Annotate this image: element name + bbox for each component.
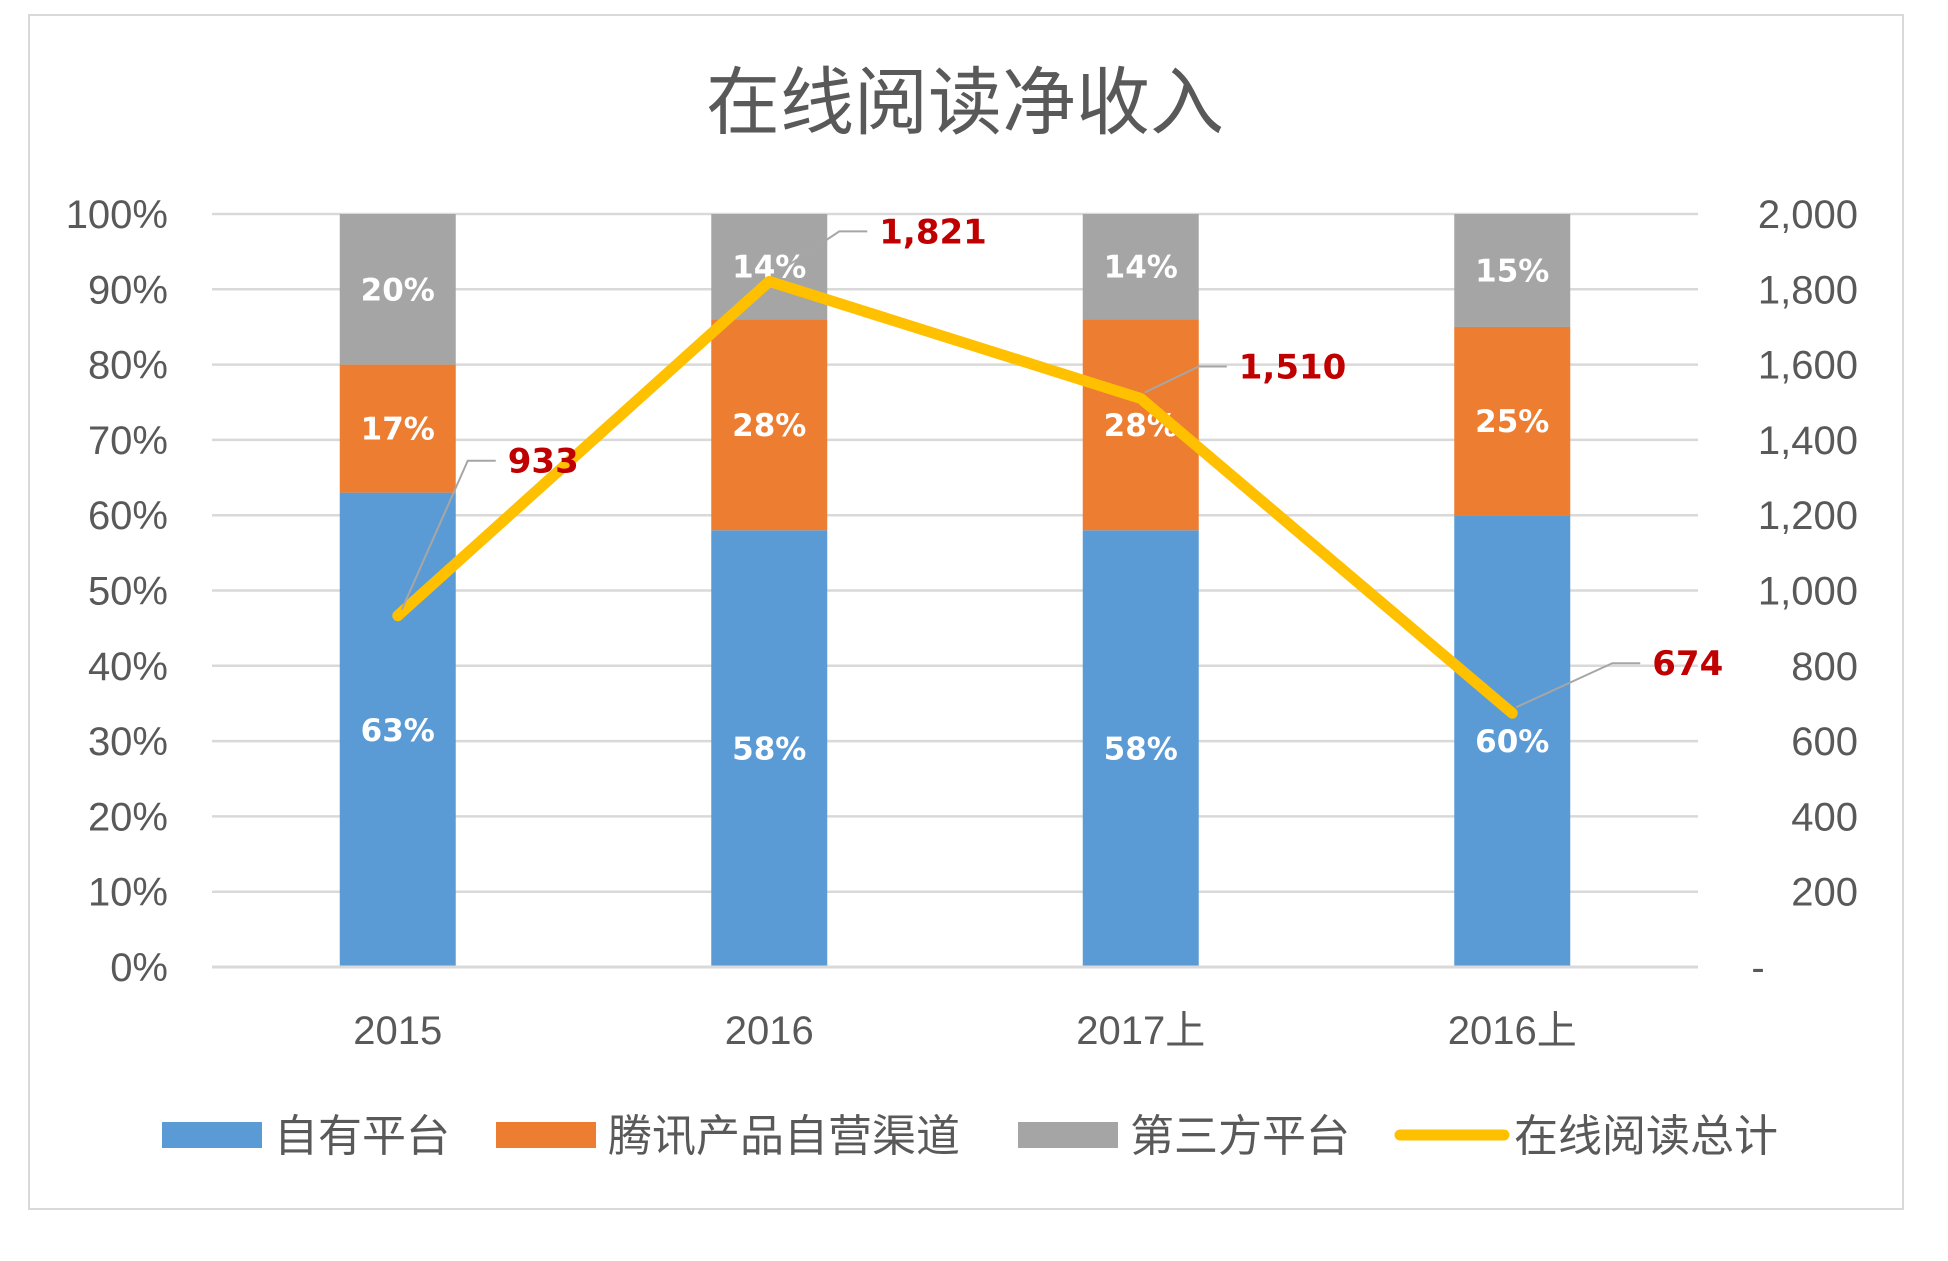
bar-segment (1454, 515, 1571, 967)
legend: 自有平台 腾讯产品自营渠道 第三方平台 在线阅读总计 (162, 1111, 1778, 1162)
bar-segment (1082, 214, 1199, 320)
legend-label: 腾讯产品自营渠道 (608, 1111, 960, 1162)
left-axis-tick: 20% (88, 795, 168, 839)
left-axis-tick: 30% (88, 720, 168, 764)
left-axis: 0% 10% 20% 30% 40% 50% 60% 70% 80% 90% 100% (66, 193, 168, 990)
right-axis-tick: 1,000 (1758, 570, 1858, 614)
right-axis-tick: 200 (1791, 871, 1858, 915)
bar-segment (711, 530, 828, 967)
line-point (764, 276, 775, 287)
line-data-label: 1,821 (879, 212, 987, 252)
line-point (1507, 708, 1518, 719)
x-axis: 2015 2016 2017上 2016上 (212, 965, 1698, 1053)
bar-data-label: 25% (1475, 404, 1549, 440)
bar-data-label: 14% (1104, 250, 1178, 286)
bar-segment (339, 214, 456, 365)
left-axis-tick: 10% (88, 871, 168, 915)
left-axis-tick: 80% (88, 344, 168, 388)
line-point (392, 610, 403, 621)
bar-segment (1454, 214, 1571, 327)
data-label-leader (400, 459, 496, 611)
line-data-label: 1,510 (1239, 347, 1347, 387)
bar-data-label: 60% (1475, 724, 1549, 760)
bar-data-label: 28% (732, 408, 806, 444)
right-axis-tick: 1,400 (1758, 419, 1858, 463)
line-data-label: 674 (1652, 644, 1723, 684)
x-axis-tick: 2017上 (1076, 1009, 1205, 1053)
right-axis-tick: 1,800 (1758, 268, 1858, 312)
right-axis-tick: 800 (1791, 645, 1858, 689)
bar-segment (1454, 326, 1571, 516)
x-axis-tick: 2015 (353, 1009, 442, 1053)
legend-label: 在线阅读总计 (1514, 1111, 1778, 1162)
chart-title: 在线阅读净收入 (706, 60, 1224, 146)
bar-segment (1082, 530, 1199, 967)
total-line-path (392, 275, 1518, 719)
left-axis-tick: 0% (110, 946, 168, 990)
bar-data-label: 17% (361, 412, 435, 448)
right-axis: -200 400 600 800 1,000 1,200 1,400 1,600 1,800 2,… (1751, 193, 1858, 990)
data-label-leader (772, 230, 868, 277)
left-axis-tick: 60% (88, 494, 168, 538)
right-axis-tick: - (1751, 946, 1764, 990)
left-axis-tick: 100% (66, 193, 168, 237)
total-line: 933 1,821 1,510 674 (392, 212, 1723, 719)
legend-label: 第三方平台 (1130, 1111, 1350, 1162)
line-data-label: 933 (508, 442, 579, 482)
left-axis-tick: 70% (88, 419, 168, 463)
legend-swatch (162, 1122, 262, 1148)
bar-data-label: 58% (732, 732, 806, 768)
x-axis-tick: 2016 (725, 1009, 814, 1053)
legend-label: 自有平台 (274, 1111, 450, 1162)
bar-segment (339, 492, 456, 967)
bar-segment (711, 319, 828, 531)
line-point (1135, 393, 1146, 404)
data-label-leader (1144, 365, 1227, 394)
x-axis-tick: 2016上 (1448, 1009, 1577, 1053)
bar-segment (711, 214, 828, 320)
left-axis-tick: 90% (88, 268, 168, 312)
bar-data-label: 58% (1104, 732, 1178, 768)
right-axis-tick: 2,000 (1758, 193, 1858, 237)
bar-data-label: 63% (361, 713, 435, 749)
right-axis-tick: 1,200 (1758, 494, 1858, 538)
bars: 63%17%20%58%28%14%58%28%14%60%25%15% (339, 214, 1571, 967)
left-axis-tick: 50% (88, 570, 168, 614)
right-axis-tick: 600 (1791, 720, 1858, 764)
bar-data-label: 15% (1475, 253, 1549, 289)
left-axis-tick: 40% (88, 645, 168, 689)
legend-swatch (496, 1122, 596, 1148)
legend-swatch (1018, 1122, 1118, 1148)
right-axis-tick: 1,600 (1758, 344, 1858, 388)
right-axis-tick: 400 (1791, 795, 1858, 839)
data-label-leader (1515, 662, 1641, 709)
bar-data-label: 20% (361, 272, 435, 308)
bar-segment (339, 364, 456, 493)
